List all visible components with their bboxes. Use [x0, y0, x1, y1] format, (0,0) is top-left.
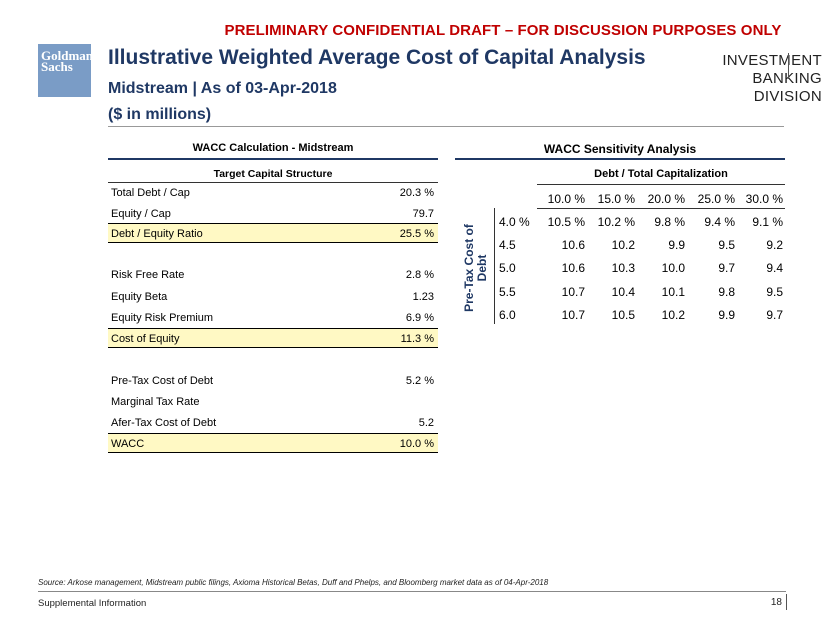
table-row-highlight: Debt / Equity Ratio 25.5 % — [108, 223, 438, 243]
row-header: 6.0 — [499, 308, 516, 322]
goldman-sachs-logo: Goldman Sachs — [38, 44, 93, 97]
sensitivity-cell: 9.4 — [766, 261, 783, 275]
sensitivity-cell: 10.5 — [611, 308, 635, 322]
sensitivity-cell: 9.7 — [718, 261, 735, 275]
column-header: 25.0 % — [697, 192, 735, 206]
page-number: 18 — [770, 597, 782, 608]
division-divider — [788, 53, 789, 79]
column-axis-label: Debt / Total Capitalization — [594, 168, 728, 180]
wacc-calc-title: WACC Calculation - Midstream — [192, 142, 354, 154]
row-label: Risk Free Rate — [111, 269, 185, 281]
row-axis-label: Pre-Tax Cost of Debt — [462, 224, 489, 312]
table-row: Total Debt / Cap 20.3 % — [108, 183, 438, 203]
sensitivity-cell: 10.2 % — [597, 215, 635, 229]
page-subtitle: Midstream | As of 03-Apr-2018 — [108, 80, 337, 97]
sensitivity-cell: 10.3 — [611, 261, 635, 275]
row-label: Equity Beta — [111, 291, 168, 303]
sensitivity-cell: 9.2 — [766, 238, 783, 252]
column-header: 10.0 % — [547, 192, 585, 206]
row-header: 5.0 — [499, 261, 516, 275]
row-label: Total Debt / Cap — [111, 187, 190, 199]
sensitivity-cell: 10.2 — [661, 308, 685, 322]
sensitivity-title: WACC Sensitivity Analysis — [543, 142, 697, 156]
confidential-banner: PRELIMINARY CONFIDENTIAL DRAFT – FOR DIS… — [224, 22, 782, 39]
sensitivity-cell: 9.9 — [718, 308, 735, 322]
sensitivity-cell: 10.0 — [661, 261, 685, 275]
table-row: Equity Risk Premium 6.9 % — [108, 308, 438, 328]
row-label: Debt / Equity Ratio — [111, 228, 203, 240]
table-row-highlight: Cost of Equity 11.3 % — [108, 328, 438, 348]
page-title: Illustrative Weighted Average Cost of Ca… — [108, 46, 646, 69]
table-row-highlight: WACC 10.0 % — [108, 433, 438, 453]
sensitivity-cell: 10.4 — [611, 285, 635, 299]
row-value: 5.2 % — [405, 375, 434, 387]
sensitivity-cell: 10.1 — [661, 285, 685, 299]
table-row: Afer-Tax Cost of Debt 5.2 — [108, 413, 438, 433]
column-header: 30.0 % — [745, 192, 783, 206]
table-row: Equity / Cap 79.7 — [108, 204, 438, 224]
row-header: 4.0 % — [499, 215, 530, 229]
row-label: Marginal Tax Rate — [111, 396, 200, 408]
sensitivity-cell: 10.2 — [611, 238, 635, 252]
row-value: 1.23 — [412, 291, 434, 303]
title-rule — [108, 126, 784, 127]
sensitivity-cell: 9.5 — [718, 238, 735, 252]
row-label: Equity / Cap — [111, 208, 171, 220]
wacc-calc-title-rule — [108, 158, 438, 160]
table-row: Equity Beta 1.23 — [108, 287, 438, 307]
row-header: 5.5 — [499, 285, 516, 299]
footer-section-label: Supplemental Information — [38, 598, 147, 609]
units-label: ($ in millions) — [108, 106, 212, 123]
sensitivity-cell: 9.5 — [766, 285, 783, 299]
row-header: 4.5 — [499, 238, 516, 252]
row-value: 6.9 % — [405, 312, 434, 324]
source-note: Source: Arkose management, Midstream pub… — [38, 578, 549, 587]
row-label: Cost of Equity — [111, 333, 180, 345]
table-row: Pre-Tax Cost of Debt 5.2 % — [108, 371, 438, 391]
column-header: 15.0 % — [597, 192, 635, 206]
sensitivity-cell: 9.7 — [766, 308, 783, 322]
row-value: 5.2 — [418, 417, 434, 429]
sensitivity-cell: 10.6 — [561, 238, 585, 252]
sensitivity-cell: 10.6 — [561, 261, 585, 275]
row-label: Afer-Tax Cost of Debt — [111, 417, 217, 429]
sensitivity-title-rule — [455, 158, 785, 160]
target-capital-structure-rule — [108, 182, 438, 183]
row-label: Pre-Tax Cost of Debt — [111, 375, 214, 387]
page-number-divider — [786, 594, 787, 610]
table-row: Risk Free Rate 2.8 % — [108, 265, 438, 285]
division-label: INVESTMENT BANKING DIVISION — [722, 52, 822, 105]
table-row: Marginal Tax Rate — [108, 392, 438, 412]
row-label: Equity Risk Premium — [111, 312, 214, 324]
row-axis-box — [455, 208, 495, 324]
sensitivity-cell: 9.4 % — [704, 215, 735, 229]
sensitivity-cell: 9.8 — [718, 285, 735, 299]
row-value: 2.8 % — [405, 269, 434, 281]
row-value: 79.7 — [412, 208, 434, 220]
column-header: 20.0 % — [647, 192, 685, 206]
target-capital-structure-label: Target Capital Structure — [213, 168, 333, 180]
row-value: 10.0 % — [399, 438, 434, 450]
row-value: 25.5 % — [399, 228, 434, 240]
sensitivity-cell: 9.9 — [668, 238, 685, 252]
sensitivity-cell: 10.7 — [561, 285, 585, 299]
column-header-rule — [537, 208, 785, 209]
sensitivity-cell: 9.8 % — [654, 215, 685, 229]
sensitivity-cell: 10.5 % — [547, 215, 585, 229]
row-label: WACC — [111, 438, 145, 450]
row-value: 20.3 % — [399, 187, 434, 199]
row-value: 11.3 % — [400, 333, 434, 345]
footer-rule — [38, 591, 786, 592]
sensitivity-cell: 9.1 % — [752, 215, 783, 229]
sensitivity-cell: 10.7 — [561, 308, 585, 322]
column-axis-rule — [537, 184, 785, 185]
